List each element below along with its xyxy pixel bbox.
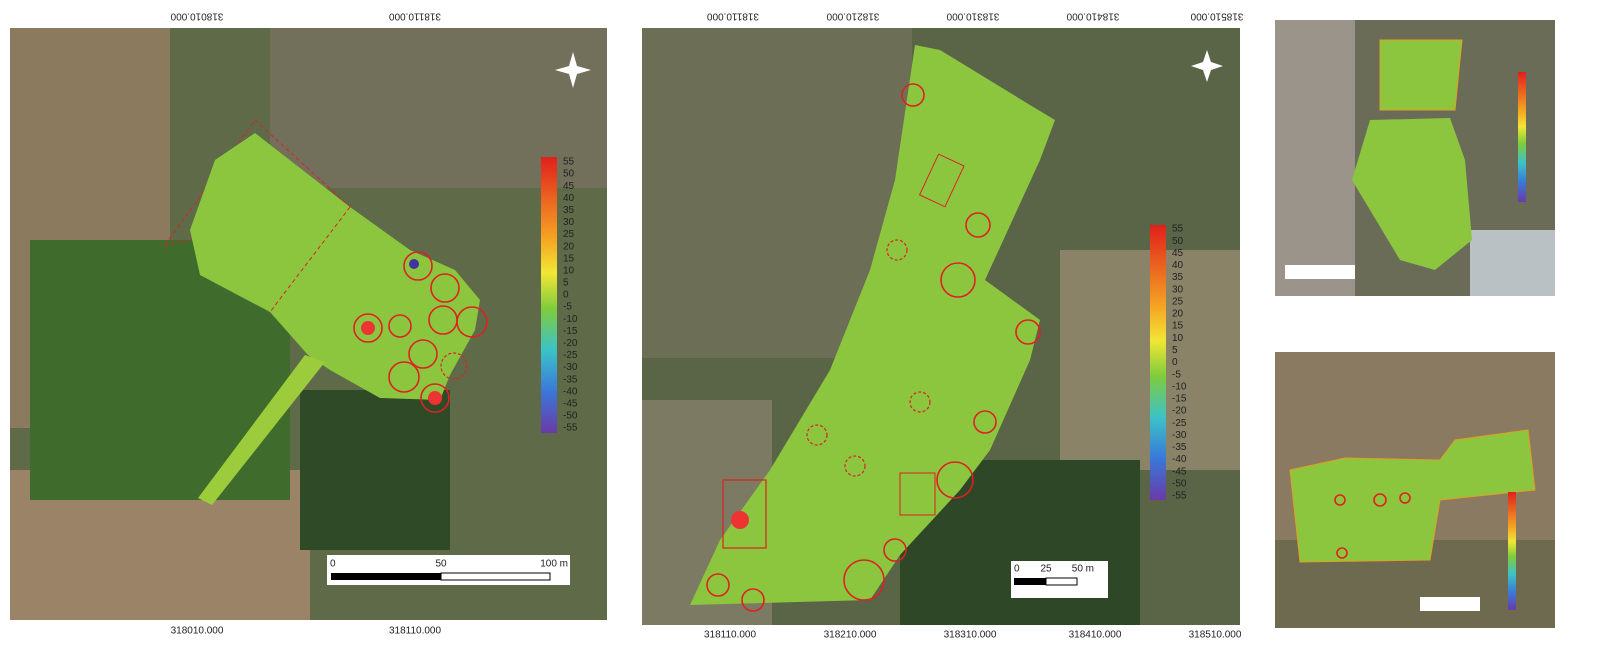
colorbar-label: 10 [1172,333,1184,344]
colorbar-label: 40 [1172,260,1184,271]
colorbar-label: 5 [1172,345,1178,356]
scale-label: 0 [330,559,336,570]
colorbar-label: 35 [1172,272,1184,283]
colorbar-label: 0 [563,290,569,301]
colorbar-label: -25 [563,350,578,361]
colorbar-label: -15 [563,326,578,337]
colorbar-label: 20 [1172,309,1184,320]
colorbar-label: -35 [1172,442,1187,453]
colorbar-label: -40 [1172,454,1187,465]
top-coordinate: 318010.000 [170,10,223,21]
top-coordinate: 318110.000 [389,10,442,21]
colorbar-label: -25 [1172,418,1187,429]
colorbar-label: -15 [1172,394,1187,405]
colorbar-label: -50 [563,411,578,422]
colorbar-label: -55 [563,423,578,434]
colorbar-label: 15 [1172,321,1184,332]
map-panel-4 [1275,352,1555,628]
bottom-coordinate: 318510.000 [1189,630,1242,641]
map-panel-1 [10,28,607,620]
top-coordinate: 318410.000 [1066,10,1119,21]
colorbar-label: 50 [1172,236,1184,247]
colorbar-label: -20 [563,338,578,349]
colorbar-label: -40 [563,386,578,397]
colorbar-label: -30 [563,362,578,373]
colorbar-label: -5 [563,302,572,313]
scale-label: 25 [1040,564,1052,575]
colorbar-label: -35 [563,374,578,385]
scale-label: 50 [435,559,447,570]
colorbar-label: 10 [563,265,575,276]
bottom-coordinate: 318110.000 [389,626,442,637]
colorbar-label: 35 [563,205,575,216]
colorbar-label: -45 [1172,466,1187,477]
top-coordinate: 318210.000 [826,10,879,21]
colorbar-label: 30 [1172,284,1184,295]
colorbar-label: 15 [563,253,575,264]
colorbar-label: 30 [563,217,575,228]
colorbar-label: -45 [563,398,578,409]
top-coordinate: 318510.000 [1190,10,1243,21]
colorbar-label: -5 [1172,369,1181,380]
colorbar-label: 40 [563,193,575,204]
colorbar-label: 25 [563,229,575,240]
colorbar-label: 50 [563,169,575,180]
bottom-coordinate: 318210.000 [824,630,877,641]
colorbar-label: -50 [1172,479,1187,490]
colorbar-label: 5 [563,278,569,289]
scale-label: 50 m [1072,564,1094,575]
bottom-coordinate: 318310.000 [944,630,997,641]
bottom-coordinate: 318010.000 [171,626,224,637]
colorbar-label: 45 [563,181,575,192]
colorbar-label: -10 [1172,381,1187,392]
scale-label: 100 m [540,559,568,570]
colorbar-label: 20 [563,241,575,252]
map-panel-3 [1275,20,1555,296]
colorbar-label: 55 [1172,224,1184,235]
colorbar-label: 0 [1172,357,1178,368]
colorbar-label: -10 [563,314,578,325]
colorbar-label: -55 [1172,491,1187,502]
top-coordinate: 318110.000 [707,10,760,21]
bottom-coordinate: 318410.000 [1069,630,1122,641]
colorbar-label: -30 [1172,430,1187,441]
top-coordinate: 318310.000 [946,10,999,21]
colorbar-label: -20 [1172,406,1187,417]
colorbar-label: 25 [1172,296,1184,307]
colorbar-label: 55 [563,157,575,168]
bottom-coordinate: 318110.000 [704,630,757,641]
map-panel-2 [642,28,1240,625]
colorbar-label: 45 [1172,248,1184,259]
scale-label: 0 [1014,564,1020,575]
